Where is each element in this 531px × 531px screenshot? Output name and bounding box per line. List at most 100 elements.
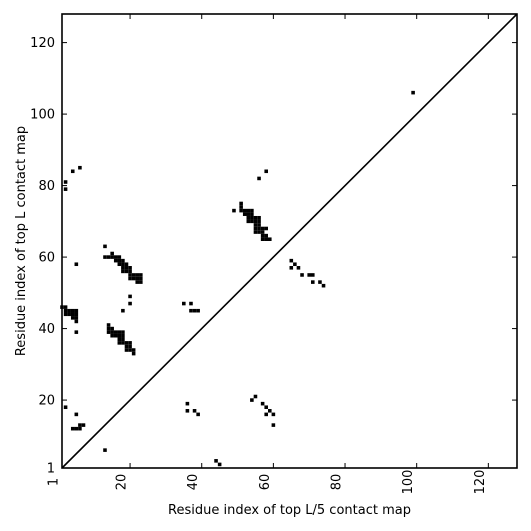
contact-cell-top-l — [117, 333, 122, 338]
contact-cell-top-l — [189, 301, 193, 306]
contact-cell-top-l — [63, 312, 68, 317]
contact-cell-top-l — [311, 273, 315, 277]
contact-cell-top-l — [117, 341, 122, 345]
contact-cell-top-l — [121, 330, 125, 334]
contact-cell-top-l — [128, 276, 132, 281]
contact-cell-top-l — [239, 205, 243, 209]
contact-cell-top-l — [121, 269, 125, 274]
contact-cell-top-l — [135, 276, 140, 281]
contact-cell-top-l — [110, 251, 114, 256]
contact-cell-top-l — [242, 212, 247, 216]
contact-cell-top-l — [253, 226, 258, 231]
y-axis-label: Residue index of top L contact map — [14, 126, 29, 356]
contact-cell-top-l — [260, 237, 265, 241]
x-tick-label: 40 — [186, 474, 201, 491]
x-tick-label: 20 — [115, 474, 130, 491]
contact-cell-top-l — [63, 180, 68, 184]
contact-cell-top-l5 — [271, 412, 276, 417]
contact-cell-top-l — [128, 294, 132, 299]
contact-cell-top-l — [239, 208, 243, 213]
y-tick-label: 80 — [38, 179, 55, 194]
contact-cell-top-l — [289, 266, 294, 270]
contact-cell-top-l — [264, 237, 268, 241]
contact-cell-top-l — [121, 308, 125, 313]
contact-cell-top-l — [192, 308, 197, 313]
contact-cell-top-l — [113, 333, 118, 338]
contact-cell-top-l — [128, 266, 132, 270]
contact-cell-top-l — [257, 219, 261, 224]
contact-cell-top-l — [74, 330, 79, 334]
contact-cell-top-l5 — [196, 412, 200, 417]
contact-cell-top-l — [264, 226, 268, 231]
contact-cell-top-l — [121, 337, 125, 342]
contact-cell-top-l — [110, 333, 114, 338]
contact-cell-top-l — [250, 212, 254, 216]
contact-cell-top-l — [106, 255, 111, 259]
contact-cell-top-l — [257, 223, 261, 227]
x-axis-label: Residue index of top L/5 contact map — [168, 503, 411, 518]
x-tick-label: 80 — [330, 474, 345, 491]
contact-cell-top-l — [117, 330, 122, 334]
contact-cell-top-l — [128, 273, 132, 277]
contact-cell-top-l — [121, 333, 125, 338]
contact-cell-top-l — [246, 215, 251, 220]
contact-cell-top-l — [124, 341, 129, 345]
contact-cell-top-l5 — [70, 426, 75, 431]
contact-cell-top-l — [67, 312, 71, 317]
contact-cell-top-l — [106, 330, 111, 334]
contact-cell-top-l5 — [63, 405, 68, 410]
contact-cell-top-l — [250, 215, 254, 220]
y-tick-label: 60 — [38, 251, 55, 266]
contact-cell-top-l — [253, 219, 258, 224]
contact-cell-top-l — [121, 266, 125, 270]
contact-cell-top-l — [63, 187, 68, 191]
contact-cell-top-l — [318, 280, 322, 284]
contact-cell-top-l — [117, 258, 122, 263]
contact-cell-top-l — [257, 226, 261, 231]
contact-cell-top-l5 — [192, 409, 197, 413]
contact-cell-top-l5 — [74, 426, 79, 431]
contact-cell-top-l — [411, 90, 415, 95]
contact-cell-top-l — [321, 283, 326, 288]
contact-cell-top-l — [103, 244, 107, 249]
contact-cell-top-l — [131, 348, 136, 352]
contact-cell-top-l — [117, 255, 122, 259]
contact-cell-top-l5 — [103, 448, 107, 452]
contact-cell-top-l5 — [185, 401, 190, 406]
y-tick-label: 20 — [38, 394, 55, 409]
contact-cell-top-l — [293, 262, 297, 267]
contact-cell-top-l5 — [260, 401, 265, 406]
contact-cell-top-l5 — [264, 412, 268, 417]
contact-cell-top-l — [63, 305, 68, 309]
contact-cell-top-l — [260, 233, 265, 238]
contact-cell-top-l — [121, 258, 125, 263]
contact-cell-top-l — [121, 262, 125, 267]
contact-cell-top-l — [246, 208, 251, 213]
y-tick-label: 120 — [30, 36, 55, 51]
contact-cell-top-l — [110, 326, 114, 331]
contact-cell-top-l — [257, 230, 261, 234]
contact-cell-top-l — [289, 258, 294, 263]
contact-cell-top-l — [257, 215, 261, 220]
contact-cell-top-l — [246, 212, 251, 216]
contact-cell-top-l — [182, 301, 186, 306]
contact-cell-top-l — [67, 308, 71, 313]
contact-cell-top-l — [63, 308, 68, 313]
contact-cell-top-l — [117, 262, 122, 267]
contact-cell-top-l — [124, 269, 129, 274]
x-tick-label: 120 — [473, 470, 488, 495]
contact-cell-top-l — [239, 201, 243, 206]
contact-cell-top-l — [250, 219, 254, 224]
contact-cell-top-l — [311, 280, 315, 284]
contact-cell-top-l — [189, 308, 193, 313]
contact-cell-top-l — [196, 308, 200, 313]
contact-cell-top-l — [260, 226, 265, 231]
contact-cell-top-l — [264, 233, 268, 238]
contact-cell-top-l5 — [217, 462, 222, 467]
contact-cell-top-l — [103, 255, 107, 259]
diagonal-line — [61, 13, 518, 469]
contact-cell-top-l — [110, 330, 114, 334]
contact-cell-top-l — [70, 308, 75, 313]
y-tick-label: 40 — [38, 322, 55, 337]
contact-cell-top-l5 — [78, 423, 82, 427]
